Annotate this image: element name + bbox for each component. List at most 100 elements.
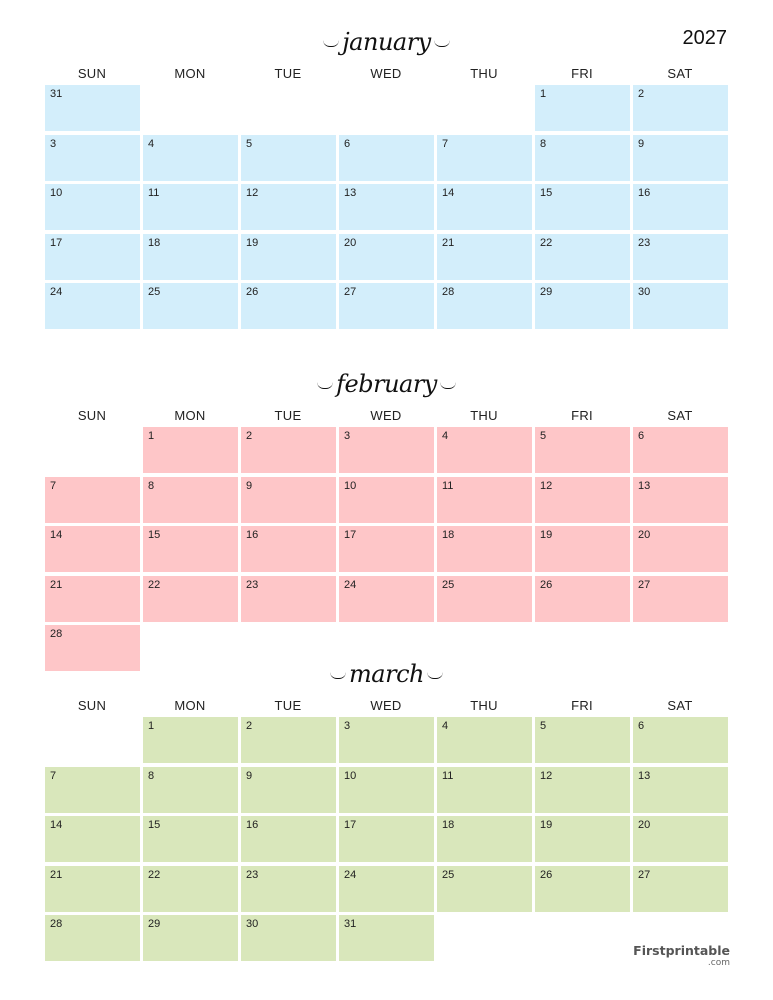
day-number: 7	[50, 769, 57, 782]
day-cell[interactable]: 1	[143, 717, 238, 763]
day-cell[interactable]: 31	[45, 85, 140, 131]
day-cell[interactable]: 24	[339, 865, 434, 912]
day-cell[interactable]: 28	[437, 283, 532, 329]
day-cell[interactable]: 26	[535, 865, 630, 912]
day-cell[interactable]: 15	[143, 526, 238, 572]
day-cell[interactable]: 25	[143, 283, 238, 329]
day-cell[interactable]: 4	[437, 427, 532, 473]
day-cell[interactable]: 10	[339, 766, 434, 813]
day-cell[interactable]: 11	[143, 184, 238, 230]
day-cell[interactable]: 10	[45, 184, 140, 230]
day-cell[interactable]: 6	[339, 134, 434, 181]
day-cell[interactable]: 25	[437, 865, 532, 912]
day-cell[interactable]: 29	[535, 283, 630, 329]
day-cell[interactable]: 15	[143, 816, 238, 862]
day-cell[interactable]: 6	[633, 717, 728, 763]
day-cell[interactable]: 11	[437, 476, 532, 523]
day-number: 11	[442, 479, 454, 492]
day-cell[interactable]: 18	[437, 816, 532, 862]
day-cell[interactable]: 8	[143, 476, 238, 523]
day-number: 19	[246, 236, 259, 249]
day-cell[interactable]: 12	[241, 184, 336, 230]
day-cell[interactable]: 7	[45, 766, 140, 813]
day-cell[interactable]: 4	[143, 134, 238, 181]
day-cell[interactable]: 22	[143, 575, 238, 622]
day-cell[interactable]: 9	[633, 134, 728, 181]
day-cell[interactable]: 22	[143, 865, 238, 912]
day-cell[interactable]: 20	[633, 816, 728, 862]
day-cell[interactable]: 24	[45, 283, 140, 329]
day-cell[interactable]: 16	[241, 526, 336, 572]
day-cell[interactable]: 26	[535, 575, 630, 622]
day-cell[interactable]: 25	[437, 575, 532, 622]
day-cell[interactable]: 12	[535, 766, 630, 813]
day-cell[interactable]: 6	[633, 427, 728, 473]
day-cell[interactable]: 30	[241, 915, 336, 961]
day-cell[interactable]: 13	[633, 766, 728, 813]
day-cell[interactable]: 8	[535, 134, 630, 181]
day-cell[interactable]: 3	[339, 717, 434, 763]
day-cell[interactable]: 15	[535, 184, 630, 230]
brand-logo: Firstprintable .com	[633, 944, 730, 969]
day-cell[interactable]: 9	[241, 476, 336, 523]
day-cell[interactable]: 13	[339, 184, 434, 230]
day-cell[interactable]: 5	[535, 427, 630, 473]
weekday-header: WED	[370, 408, 402, 423]
day-cell[interactable]: 2	[633, 85, 728, 131]
day-cell[interactable]: 5	[241, 134, 336, 181]
day-cell[interactable]: 11	[437, 766, 532, 813]
day-cell[interactable]: 19	[535, 526, 630, 572]
day-cell[interactable]: 7	[437, 134, 532, 181]
day-cell[interactable]: 23	[633, 233, 728, 280]
day-cell[interactable]: 27	[339, 283, 434, 329]
day-cell[interactable]: 24	[339, 575, 434, 622]
day-cell[interactable]: 14	[437, 184, 532, 230]
day-cell[interactable]: 10	[339, 476, 434, 523]
day-cell[interactable]: 3	[339, 427, 434, 473]
day-cell[interactable]: 20	[339, 233, 434, 280]
day-cell[interactable]: 19	[535, 816, 630, 862]
day-cell[interactable]: 23	[241, 575, 336, 622]
day-cell[interactable]: 19	[241, 233, 336, 280]
day-cell[interactable]: 30	[633, 283, 728, 329]
day-cell[interactable]: 1	[143, 427, 238, 473]
day-cell[interactable]: 7	[45, 476, 140, 523]
day-cell[interactable]: 17	[45, 233, 140, 280]
day-cell[interactable]: 4	[437, 717, 532, 763]
day-cell[interactable]: 13	[633, 476, 728, 523]
day-cell[interactable]: 8	[143, 766, 238, 813]
day-cell[interactable]: 21	[45, 575, 140, 622]
day-cell[interactable]: 29	[143, 915, 238, 961]
day-cell[interactable]: 31	[339, 915, 434, 961]
day-cell[interactable]: 22	[535, 233, 630, 280]
day-cell[interactable]: 1	[535, 85, 630, 131]
day-number: 1	[540, 88, 547, 100]
day-cell[interactable]: 23	[241, 865, 336, 912]
weekday-header: TUE	[274, 408, 302, 423]
day-cell[interactable]: 21	[437, 233, 532, 280]
day-cell[interactable]: 17	[339, 816, 434, 862]
day-cell[interactable]: 27	[633, 575, 728, 622]
day-cell[interactable]: 14	[45, 526, 140, 572]
day-cell[interactable]: 2	[241, 427, 336, 473]
day-cell[interactable]: 2	[241, 717, 336, 763]
weekday-header: MON	[174, 408, 206, 423]
day-cell[interactable]: 18	[437, 526, 532, 572]
day-cell[interactable]: 16	[241, 816, 336, 862]
day-cell[interactable]: 12	[535, 476, 630, 523]
weekday-header: TUE	[274, 66, 302, 81]
day-cell[interactable]: 27	[633, 865, 728, 912]
day-cell[interactable]: 14	[45, 816, 140, 862]
day-cell[interactable]: 28	[45, 915, 140, 961]
day-cell[interactable]: 26	[241, 283, 336, 329]
day-cell[interactable]: 17	[339, 526, 434, 572]
day-cell[interactable]: 21	[45, 865, 140, 912]
day-cell[interactable]: 3	[45, 134, 140, 181]
day-cell[interactable]: 20	[633, 526, 728, 572]
day-cell[interactable]: 5	[535, 717, 630, 763]
day-cell[interactable]: 9	[241, 766, 336, 813]
day-cell[interactable]: 16	[633, 184, 728, 230]
day-number: 18	[442, 529, 455, 541]
day-number: 10	[50, 187, 63, 199]
day-cell[interactable]: 18	[143, 233, 238, 280]
